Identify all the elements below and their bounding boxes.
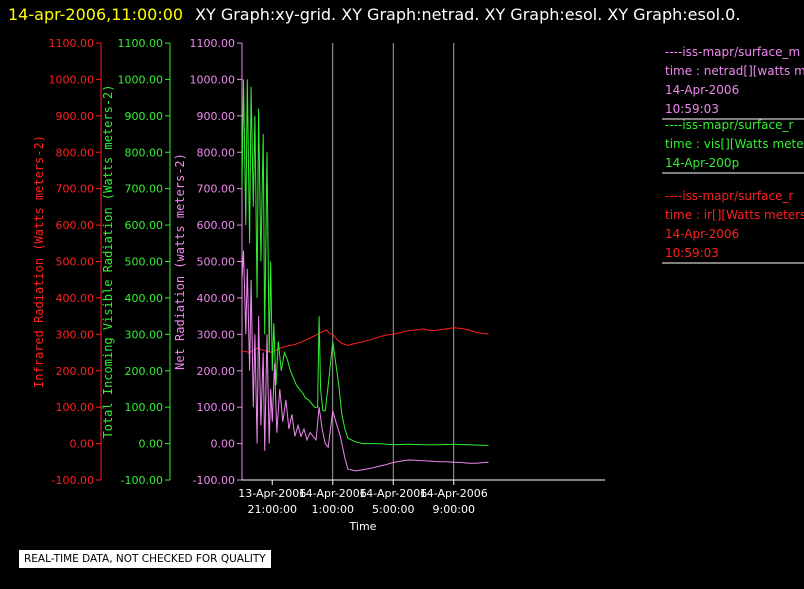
x-tick-label-0-1: 21:00:00 xyxy=(248,503,297,516)
series-group xyxy=(241,79,489,472)
plot-grid xyxy=(332,43,455,480)
axis-label-ir: Infrared Radiation (Watts meters-2) xyxy=(32,135,46,388)
axis-tick-label-ir-7: 600.00 xyxy=(56,219,95,232)
legend-entry-1-line-1: time : vis[][Watts meter xyxy=(665,137,804,151)
axis-tick-label-vis-11: 1000.00 xyxy=(118,73,164,86)
axis-tick-label-ir-2: 100.00 xyxy=(56,401,95,414)
axis-tick-label-net-12: 1100.00 xyxy=(190,37,236,50)
axis-tick-label-vis-1: 0.00 xyxy=(139,438,164,451)
header-title: XY Graph:xy-grid. XY Graph:netrad. XY Gr… xyxy=(195,5,740,24)
axis-tick-label-net-4: 300.00 xyxy=(197,328,236,341)
legend-entry-2-line-0: ----iss-mapr/surface_r xyxy=(665,189,793,203)
x-tick-label-1-0: 14-Apr-2006 xyxy=(299,487,367,500)
axis-tick-label-vis-12: 1100.00 xyxy=(118,37,164,50)
y-axes: -100.00 0.00 100.00 200.00 300.00 400.00 500.0… xyxy=(32,37,243,487)
legend-entry-0-line-1: time : netrad[][watts m xyxy=(665,64,804,78)
axis-tick-label-ir-4: 300.00 xyxy=(56,328,95,341)
axis-tick-label-ir-3: 200.00 xyxy=(56,365,95,378)
axis-tick-label-ir-12: 1100.00 xyxy=(49,37,95,50)
axis-tick-label-vis-5: 400.00 xyxy=(125,292,164,305)
x-tick-label-2-1: 5:00:00 xyxy=(372,503,414,516)
legend-entry-0-line-2: 14-Apr-2006 xyxy=(665,83,739,97)
x-axis: 13-Apr-200621:00:0014-Apr-20061:00:0014-… xyxy=(238,479,605,516)
axis-tick-label-vis-6: 500.00 xyxy=(125,256,164,269)
axis-tick-label-net-0: -100.00 xyxy=(193,474,235,487)
axis-tick-label-ir-11: 1000.00 xyxy=(49,73,95,86)
axis-tick-label-ir-8: 700.00 xyxy=(56,183,95,196)
legend-entry-0-line-3: 10:59:03 xyxy=(665,102,719,116)
header-datetime: 14-apr-2006,11:00:00 xyxy=(8,5,183,24)
axis-tick-label-net-8: 700.00 xyxy=(197,183,236,196)
axis-tick-label-ir-1: 0.00 xyxy=(70,438,95,451)
axis-tick-label-ir-6: 500.00 xyxy=(56,256,95,269)
legend-entry-2-line-2: 14-Apr-2006 xyxy=(665,227,739,241)
axis-tick-label-vis-3: 200.00 xyxy=(125,365,164,378)
axis-label-net: Net Radiation (watts meters-2) xyxy=(173,153,187,370)
axis-tick-label-net-2: 100.00 xyxy=(197,401,236,414)
axis-tick-label-vis-4: 300.00 xyxy=(125,328,164,341)
x-tick-label-2-0: 14-Apr-2006 xyxy=(359,487,427,500)
axis-tick-label-vis-10: 900.00 xyxy=(125,110,164,123)
series-line-vis xyxy=(241,79,489,446)
axis-tick-label-net-7: 600.00 xyxy=(197,219,236,232)
axis-tick-label-vis-9: 800.00 xyxy=(125,146,164,159)
x-tick-label-3-1: 9:00:00 xyxy=(433,503,475,516)
axis-tick-label-net-9: 800.00 xyxy=(197,146,236,159)
axis-tick-label-vis-0: -100.00 xyxy=(121,474,163,487)
axis-tick-label-ir-9: 800.00 xyxy=(56,146,95,159)
axis-tick-label-vis-7: 600.00 xyxy=(125,219,164,232)
legend-entry-2-line-1: time : ir[][Watts meters xyxy=(665,208,804,222)
x-tick-label-1-1: 1:00:00 xyxy=(312,503,354,516)
x-tick-label-0-0: 13-Apr-2006 xyxy=(238,487,306,500)
axis-tick-label-ir-10: 900.00 xyxy=(56,110,95,123)
legend-entry-1-line-2: 14-Apr-200p xyxy=(665,156,739,170)
axis-label-vis: Total Incoming Visible Radiation (Watts … xyxy=(101,84,115,438)
series-line-net xyxy=(241,250,489,472)
axis-tick-label-ir-0: -100.00 xyxy=(52,474,94,487)
quality-notice: REAL-TIME DATA, NOT CHECKED FOR QUALITY xyxy=(19,550,271,568)
series-line-ir xyxy=(241,327,489,354)
axis-tick-label-net-5: 400.00 xyxy=(197,292,236,305)
axis-tick-label-net-1: 0.00 xyxy=(211,438,236,451)
axis-tick-label-net-10: 900.00 xyxy=(197,110,236,123)
legend-entry-0-line-0: ----iss-mapr/surface_m xyxy=(665,45,800,59)
axis-tick-label-net-3: 200.00 xyxy=(197,365,236,378)
x-axis-label: Time xyxy=(349,520,377,533)
axis-tick-label-net-6: 500.00 xyxy=(197,256,236,269)
axis-tick-label-vis-2: 100.00 xyxy=(125,401,164,414)
axis-tick-label-ir-5: 400.00 xyxy=(56,292,95,305)
axis-tick-label-net-11: 1000.00 xyxy=(190,73,236,86)
x-tick-label-3-0: 14-Apr-2006 xyxy=(420,487,488,500)
axis-tick-label-vis-8: 700.00 xyxy=(125,183,164,196)
legend-entry-1-line-0: ----iss-mapr/surface_r xyxy=(665,118,793,132)
legend-entry-2-line-3: 10:59:03 xyxy=(665,246,719,260)
